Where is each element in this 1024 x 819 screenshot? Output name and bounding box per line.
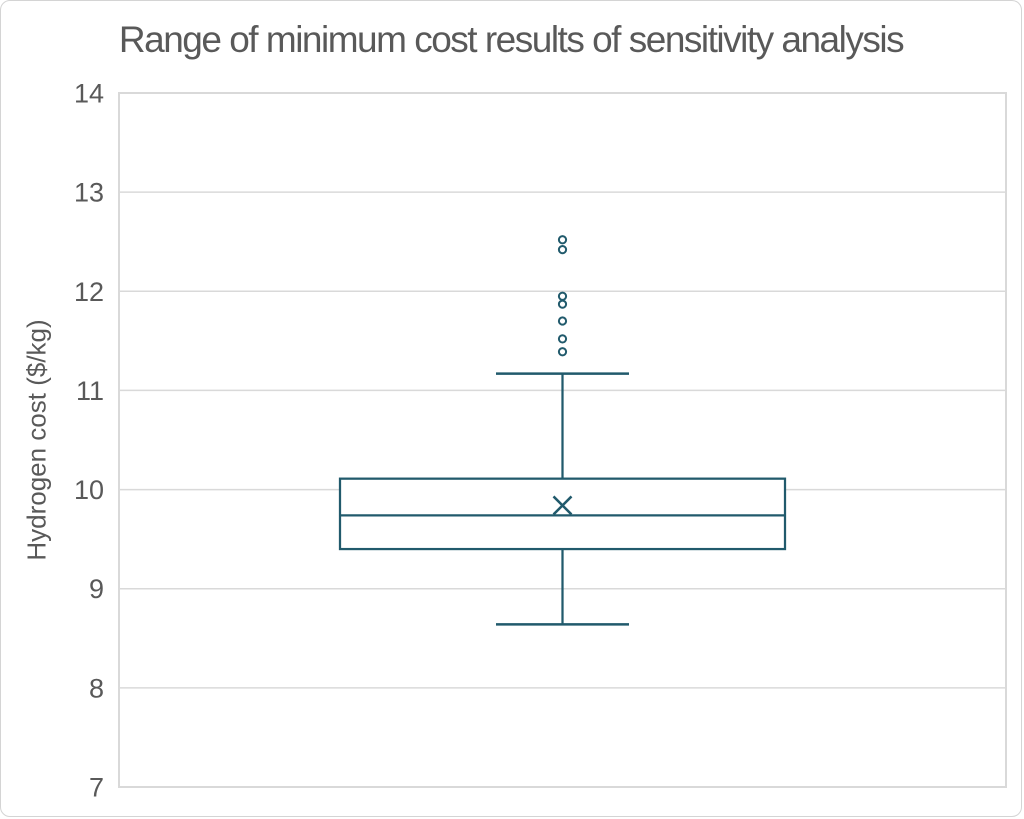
y-tick-label: 7 — [89, 773, 104, 803]
y-tick-label: 12 — [74, 277, 104, 307]
mean-marker — [552, 495, 573, 516]
outlier-point — [557, 245, 568, 255]
outlier-point — [557, 316, 568, 326]
plot-border — [118, 92, 1007, 788]
outlier-point — [557, 291, 568, 301]
y-tick-label: 11 — [76, 376, 104, 406]
outlier-point — [557, 235, 568, 245]
y-tick-label: 14 — [74, 79, 104, 109]
outlier-point — [557, 299, 568, 309]
outlier-point — [557, 347, 568, 357]
y-tick-label: 13 — [74, 178, 104, 208]
y-tick-label: 9 — [89, 574, 104, 604]
y-tick-label: 8 — [89, 673, 104, 703]
y-tick-label: 10 — [74, 475, 104, 505]
chart-title: Range of minimum cost results of sensiti… — [118, 19, 905, 60]
box — [338, 477, 787, 551]
outlier-point — [557, 334, 568, 344]
